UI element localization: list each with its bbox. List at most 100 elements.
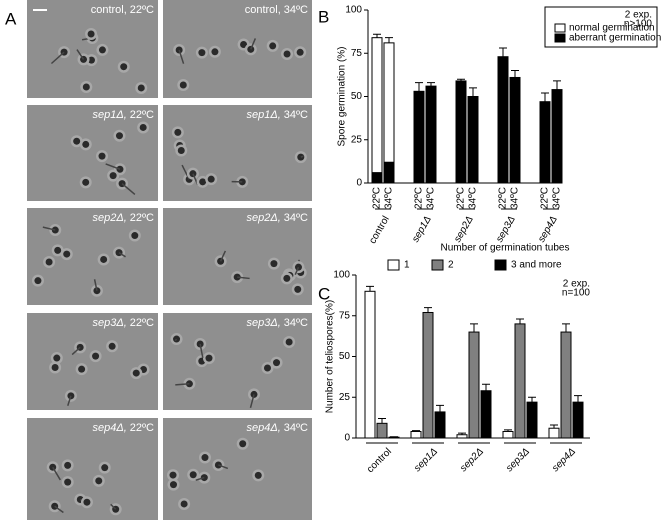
x-tick-label: 22ºC (414, 187, 425, 209)
x-tick-label: 34ºC (426, 187, 437, 209)
x-tick-label: sep4Δ (550, 446, 578, 474)
spore (73, 137, 81, 145)
strain: sep4Δ, (247, 422, 281, 434)
y-tick-label: 25 (351, 134, 363, 145)
group-label: sep1Δ (410, 214, 434, 244)
spore (169, 471, 177, 479)
micrograph-label: sep3Δ, 34ºC (247, 317, 309, 329)
legend-label: 3 and more (511, 260, 562, 271)
annotation: n>100 (624, 19, 653, 30)
y-tick-label: 50 (351, 91, 363, 102)
strain: sep4Δ, (93, 422, 127, 434)
bar (572, 401, 584, 439)
x-tick-label: 22ºC (498, 187, 509, 209)
spore (87, 30, 95, 38)
error-bar (504, 429, 512, 432)
error-bar (562, 323, 570, 333)
legend-label: aberrant germination (569, 33, 661, 44)
spore (109, 172, 117, 180)
germ-tube (219, 250, 227, 262)
bar-segment (497, 56, 509, 184)
bar-segment (425, 85, 437, 184)
germ-tube (237, 276, 250, 280)
spore (34, 277, 42, 285)
bar (526, 401, 538, 439)
group-label: control (367, 214, 392, 245)
spore (92, 352, 100, 360)
micrograph-label: sep4Δ, 34ºC (247, 422, 309, 434)
error-bar (415, 82, 423, 92)
legend-swatch (431, 259, 444, 271)
temperature: 34ºC (284, 109, 308, 121)
micrograph-label: sep2Δ, 22ºC (93, 212, 155, 224)
error-bar (458, 432, 466, 435)
spore (54, 246, 62, 254)
spore (240, 40, 248, 48)
panel-label: B (318, 7, 329, 26)
micrograph-label: control, 22ºC (91, 4, 154, 16)
temperature: 22ºC (130, 4, 154, 16)
spore (82, 178, 90, 186)
spore (205, 354, 213, 362)
legend-title: Number of germination tubes (441, 243, 570, 254)
spore (179, 81, 187, 89)
germ-tube (105, 163, 121, 170)
spore (82, 140, 90, 148)
x-tick-label: sep3Δ (504, 446, 532, 474)
strain: sep2Δ, (93, 212, 127, 224)
spore (180, 500, 188, 508)
germ-tube (175, 383, 190, 386)
bar (422, 311, 434, 439)
spore (283, 50, 291, 58)
error-bar (516, 318, 524, 324)
micrograph-label: sep1Δ, 22ºC (93, 109, 155, 121)
y-tick-label: 50 (339, 351, 351, 362)
spore (108, 342, 116, 350)
error-bar (385, 37, 393, 43)
spore (254, 471, 262, 479)
error-bar (553, 80, 561, 90)
y-tick-label: 75 (339, 310, 351, 321)
spore (95, 477, 103, 485)
bar-segment (455, 80, 467, 184)
germ-tube (178, 49, 185, 64)
germ-tube (118, 252, 126, 258)
germ-tube (54, 505, 64, 514)
error-bar (469, 87, 477, 97)
legend-label: normal germination (569, 23, 655, 34)
bar-segment (371, 172, 383, 184)
spore (53, 354, 61, 362)
spore (201, 454, 209, 462)
x-tick-label: 34ºC (552, 187, 563, 209)
error-bar (528, 396, 536, 403)
error-bar (574, 395, 582, 403)
error-bar (511, 70, 519, 78)
spore (100, 255, 108, 263)
germ-tube (67, 395, 72, 406)
micrograph-label: control, 34ºC (245, 4, 308, 16)
x-tick-label: 34ºC (510, 187, 521, 209)
spore (63, 250, 71, 258)
y-tick-label: 75 (351, 48, 363, 59)
germ-tube (300, 155, 304, 158)
spore (83, 498, 91, 506)
bar-segment (467, 96, 479, 184)
error-bar (457, 78, 465, 81)
germ-tube (294, 266, 300, 275)
spore (139, 123, 147, 131)
spore (211, 48, 219, 56)
bar-segment (509, 76, 521, 184)
germ-tube (52, 466, 61, 481)
spore (87, 56, 95, 64)
y-tick-label: 100 (333, 270, 350, 281)
x-tick-label: 22ºC (372, 187, 383, 209)
x-tick-label: 22ºC (456, 187, 467, 209)
micrograph (27, 105, 158, 201)
error-bar (427, 82, 435, 87)
micrograph-label: sep1Δ, 34ºC (247, 109, 309, 121)
spore (207, 175, 215, 183)
bar (376, 422, 388, 439)
spore (263, 364, 271, 372)
temperature: 22ºC (130, 212, 154, 224)
